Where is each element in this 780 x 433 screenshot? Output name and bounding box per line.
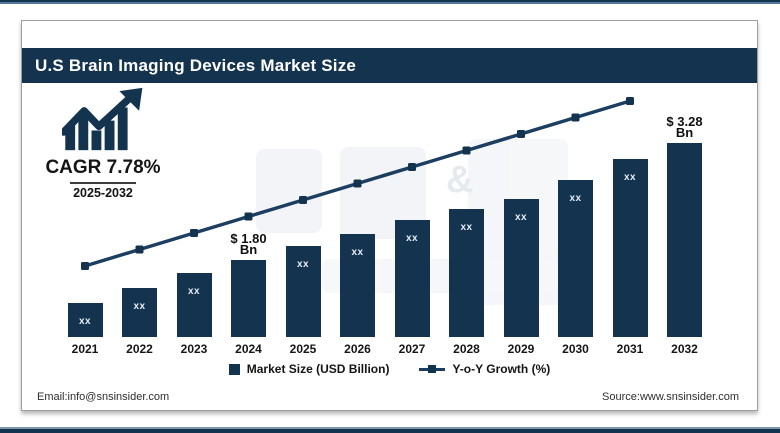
line-marker (244, 212, 253, 221)
line-legend-swatch (419, 364, 446, 374)
growth-chart-icon (38, 87, 168, 151)
top-strip (0, 0, 780, 4)
bar-2023: xx (176, 273, 212, 337)
axis-label-2028: 2028 (453, 342, 480, 356)
legend-label-yoy-growth: Y-o-Y Growth (%) (452, 362, 551, 376)
bar-value-label: xx (78, 316, 92, 327)
bar-value-label: xx (296, 259, 310, 270)
yoy-growth-line (81, 97, 634, 270)
bar-value-label: xx (351, 247, 364, 258)
axis-label-2026: 2026 (344, 342, 371, 356)
line-marker (408, 163, 416, 171)
legend-item-yoy-growth: Y-o-Y Growth (%) (419, 362, 550, 376)
cagr-period: 2025-2032 (73, 186, 133, 200)
plot-area: xx 2021 xx 2022 xx 2023 2024 xx 2025 xx 2026 xx 2027… (22, 21, 757, 410)
line-marker (571, 113, 580, 122)
axis-label-2030: 2030 (562, 342, 589, 356)
axis-label-2025: 2025 (289, 342, 317, 356)
bottom-strip (0, 427, 780, 433)
line-marker (462, 146, 471, 155)
axis-label-2027: 2027 (398, 342, 426, 356)
legend: Market Size (USD Billion) Y-o-Y Growth (… (22, 359, 757, 379)
bar-2021: xx (67, 303, 103, 337)
axis-label-2031: 2031 (616, 342, 644, 356)
page-title: U.S Brain Imaging Devices Market Size (35, 55, 357, 75)
legend-item-market-size: Market Size (USD Billion) (228, 362, 390, 376)
callout-2032: $ 3.28 Bn (666, 114, 703, 140)
bar-2022: xx (122, 288, 157, 337)
bar-2032 (667, 143, 702, 337)
axis-label-2029: 2029 (507, 342, 535, 356)
bar-value-label: xx (133, 301, 146, 312)
line-marker (353, 179, 362, 188)
footer-email: Email:info@snsinsider.com (37, 391, 170, 403)
axis-label-2032: 2032 (671, 342, 698, 356)
line-marker (626, 97, 634, 105)
footer-source: Source:www.snsinsider.com (602, 391, 739, 403)
bar-value-label: xx (623, 172, 637, 183)
line-marker (190, 229, 198, 237)
footer: Email:info@snsinsider.com Source:www.sns… (37, 391, 739, 403)
axis-label-2024: 2024 (235, 342, 262, 356)
callout-2024: $ 1.80 Bn (230, 231, 267, 257)
bar-2024 (231, 260, 266, 337)
title-bar: U.S Brain Imaging Devices Market Size (22, 48, 757, 83)
line-marker (517, 130, 525, 138)
bar-2031: xx (612, 159, 648, 337)
axis-label-2021: 2021 (71, 342, 99, 356)
line-marker (135, 245, 144, 254)
legend-label-market-size: Market Size (USD Billion) (246, 362, 390, 376)
bar-value-label: xx (187, 286, 201, 297)
cagr-block: CAGR 7.78% 2025-2032 (38, 87, 168, 200)
cagr-label: CAGR 7.78% (45, 157, 161, 178)
chart-card: & U.S Brain Imaging Devices Market Size (21, 20, 758, 411)
bar-value-label: xx (569, 193, 582, 204)
axis-label-2023: 2023 (180, 342, 208, 356)
axis-label-2022: 2022 (126, 342, 153, 356)
bar-2025: xx (285, 246, 321, 337)
bar-legend-swatch (228, 363, 240, 375)
bar-value-label: xx (460, 222, 473, 233)
line-marker (81, 262, 89, 270)
cagr-divider (70, 182, 136, 184)
line-marker (299, 196, 307, 204)
